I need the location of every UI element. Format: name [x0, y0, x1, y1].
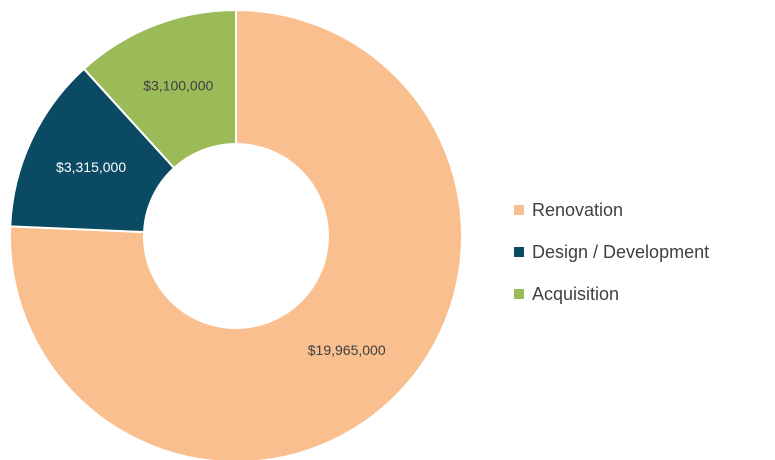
- donut-slice: [82, 8, 237, 170]
- legend-swatch: [514, 247, 524, 257]
- data-label: $3,100,000: [143, 77, 213, 93]
- legend-label: Renovation: [532, 200, 623, 220]
- legend-swatch: [514, 289, 524, 299]
- donut-slice: [9, 8, 463, 460]
- data-label: $3,315,000: [56, 159, 126, 175]
- legend-label: Acquisition: [532, 284, 619, 304]
- legend-label: Design / Development: [532, 242, 709, 262]
- data-label: $19,965,000: [308, 342, 386, 358]
- donut-slice: [9, 67, 176, 234]
- legend-swatch: [514, 205, 524, 215]
